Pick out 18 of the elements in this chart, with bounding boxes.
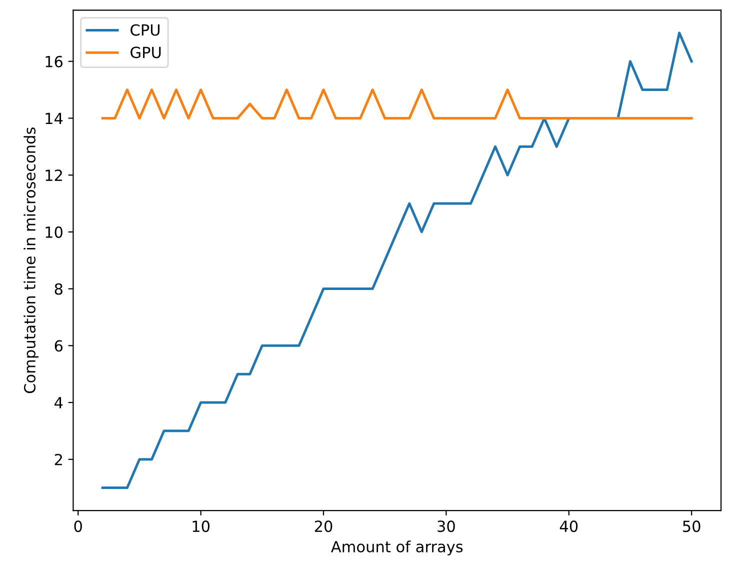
y-tick-label: 12	[46, 170, 62, 181]
x-tick-label: 40	[560, 520, 578, 532]
y-tick-label: 16	[46, 56, 63, 68]
y-axis-title: Computation time in microseconds	[24, 128, 38, 394]
x-axis-title: Amount of arrays	[330, 540, 463, 556]
x-tick-label: 10	[192, 520, 210, 532]
legend-label: CPU	[130, 24, 160, 36]
y-tick-label: 4	[54, 397, 63, 408]
y-tick-label: 6	[54, 340, 63, 352]
y-tick-label: 14	[46, 112, 63, 124]
x-tick-label: 20	[314, 520, 332, 532]
x-tick-label: 50	[683, 520, 700, 532]
y-tick-label: 10	[46, 226, 62, 238]
x-tick-label: 0	[74, 520, 82, 532]
legend-label: GPU	[130, 46, 161, 58]
y-tick-label: 8	[54, 283, 62, 295]
y-tick-label: 2	[54, 454, 62, 466]
x-tick-label: 30	[438, 520, 455, 532]
